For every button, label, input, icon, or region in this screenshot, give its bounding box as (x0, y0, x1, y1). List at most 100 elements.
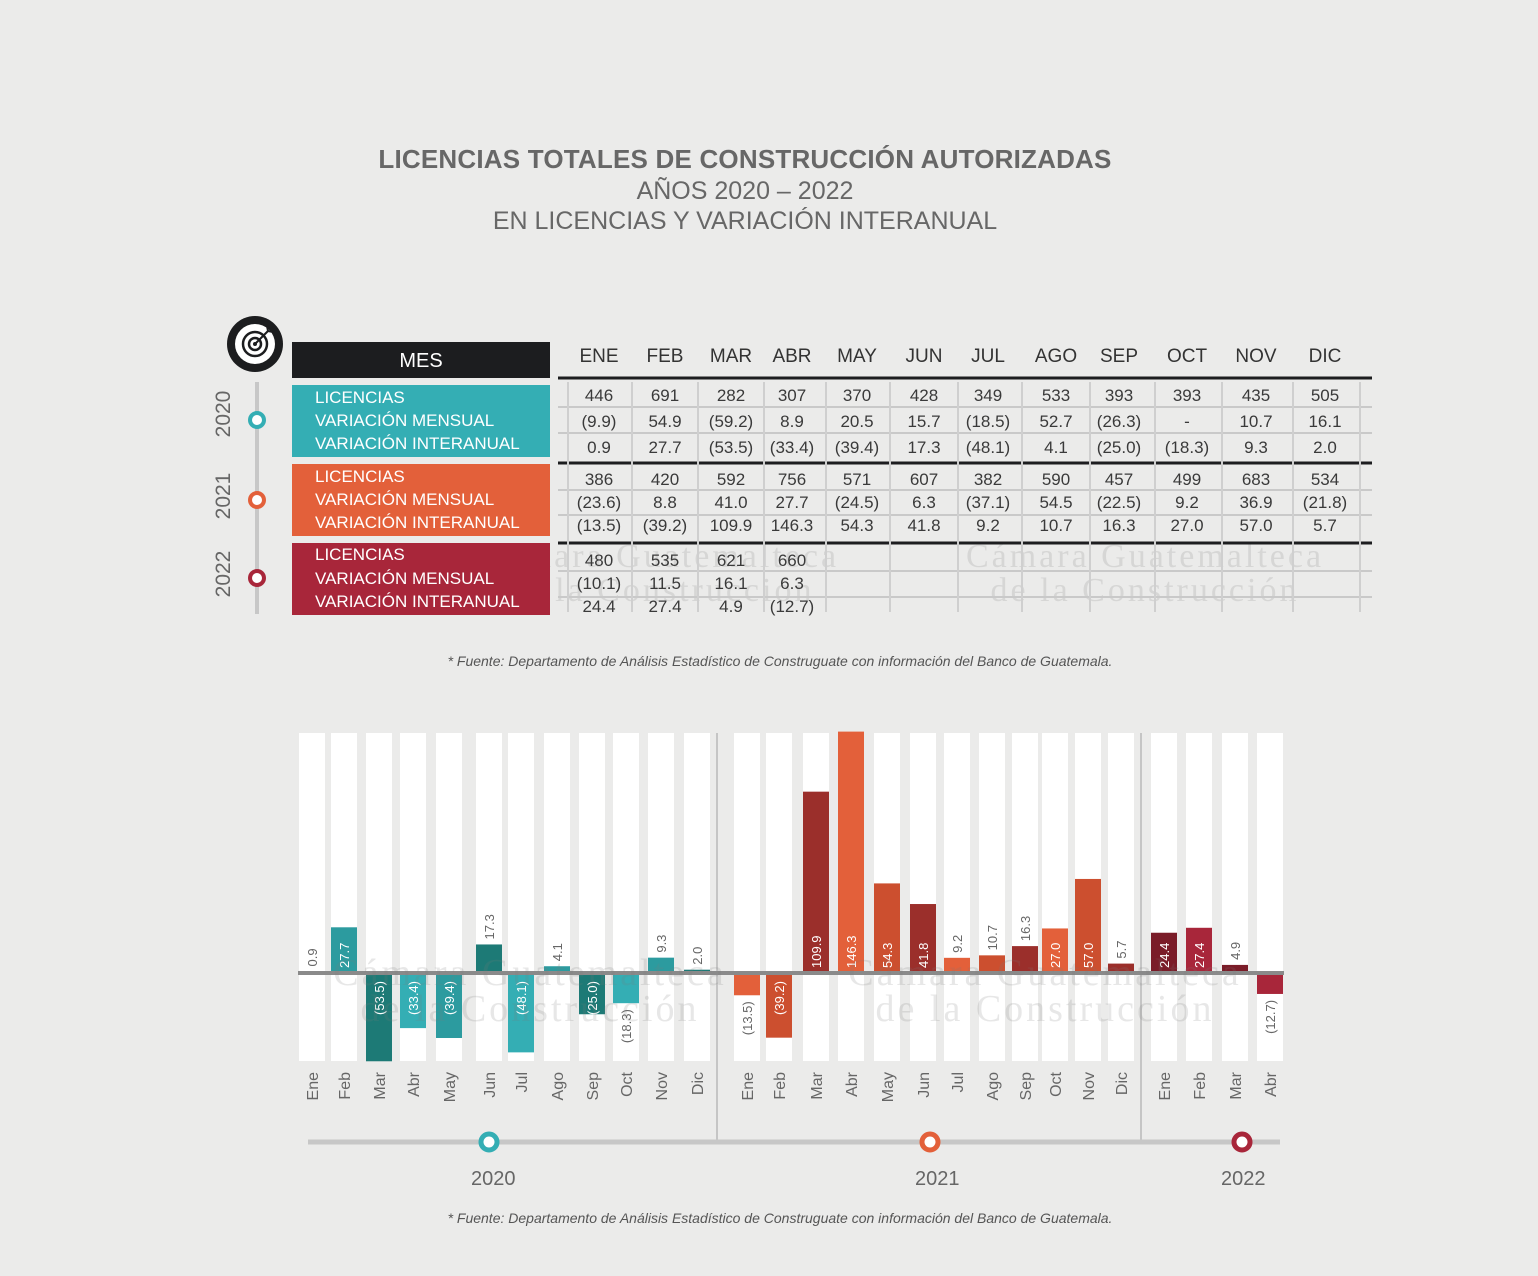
bar-background (544, 733, 570, 1061)
table-cell: 428 (909, 386, 939, 405)
bar-value-label: 4.1 (550, 943, 565, 961)
table-cell: 11.5 (649, 574, 681, 593)
bar-2021-abr (838, 731, 864, 973)
table-cell: (12.7) (769, 597, 815, 616)
bar-value-label: 17.3 (482, 914, 497, 939)
table-cell: 8.9 (780, 412, 804, 431)
table-cell: 480 (584, 551, 614, 570)
bar-background (734, 733, 760, 1061)
bar-2020-jun (476, 944, 502, 973)
chart-subtitle-years: AÑOS 2020 – 2022 (636, 177, 854, 205)
bar-2020-feb (331, 927, 357, 973)
bar-background (944, 733, 970, 1061)
table-cell: 9.2 (976, 516, 1000, 535)
month-header-mar: MAR (709, 346, 753, 367)
x-tick-label: Feb (337, 1072, 354, 1100)
bar-2020-oct (613, 973, 639, 1004)
x-tick-label: May (442, 1072, 459, 1102)
bar-value-label: 0.9 (305, 948, 320, 966)
chart-year-2021: 2021 (915, 1168, 960, 1190)
bar-value-label: 16.3 (1018, 916, 1033, 941)
timeline-year-marker (1231, 1131, 1253, 1153)
table-cell: 4.1 (1044, 438, 1068, 457)
watermark-chart-right: Cámara Guatemalteca de la Construcción (805, 952, 1285, 1028)
table-cell: (24.5) (834, 493, 880, 512)
month-header-ene: ENE (579, 346, 619, 367)
table-cell: 2.0 (1313, 438, 1337, 457)
bar-value-label: 27.0 (1048, 943, 1063, 968)
source-note-chart: * Fuente: Departamento de Análisis Estad… (447, 1210, 1113, 1226)
table-cell: 691 (650, 386, 680, 405)
label-box-2020: LICENCIAS VARIACIÓN MENSUAL VARIACIÓN IN… (292, 385, 550, 457)
table-cell: 27.0 (1170, 516, 1204, 535)
table-cell: 756 (777, 470, 807, 489)
bar-value-label: (12.7) (1263, 1000, 1278, 1034)
table-cell: 0.9 (587, 438, 611, 457)
x-tick-label: Sep (585, 1072, 602, 1101)
bar-background (613, 733, 639, 1061)
bar-value-label: 57.0 (1081, 943, 1096, 968)
table-timeline (248, 382, 266, 614)
table-cell: 17.3 (907, 438, 941, 457)
table-cell: 435 (1241, 386, 1271, 405)
table-cell: (18.3) (1164, 438, 1210, 457)
bar-background (1222, 733, 1248, 1061)
table-cell: 57.0 (1239, 516, 1273, 535)
table-cell: 10.7 (1239, 412, 1273, 431)
table-cell: (13.5) (576, 516, 622, 535)
bar-2021-sep (1012, 946, 1038, 973)
bar-value-label: (48.1) (514, 981, 529, 1015)
bar-2021-dic (1108, 963, 1134, 973)
table-cell: 54.9 (648, 412, 682, 431)
month-header-jul: JUL (971, 346, 1005, 367)
watermark-line2: de la Construcción (505, 572, 815, 609)
table-cell: (48.1) (965, 438, 1011, 457)
x-tick-label: Jun (482, 1072, 499, 1098)
table-cell: (23.6) (576, 493, 622, 512)
table-cell: 6.3 (912, 493, 936, 512)
bar-value-label: (18.3) (619, 1009, 634, 1043)
x-tick-label: Ene (740, 1072, 757, 1101)
chart-year-2022: 2022 (1221, 1168, 1266, 1190)
table-cell: 16.1 (1308, 412, 1342, 431)
x-tick-label: Sep (1018, 1072, 1035, 1101)
month-header-may: MAY (837, 346, 877, 367)
table-cell: 534 (1310, 470, 1340, 489)
bar-2020-ago (544, 966, 570, 973)
watermark-line1: Cámara Guatemalteca (848, 952, 1242, 994)
bar-value-label: 54.3 (880, 943, 895, 968)
watermark-chart-left: Cámara Guatemalteca de la Construcción (290, 952, 770, 1028)
month-header-sep: SEP (1099, 346, 1139, 367)
table-cell: 349 (973, 386, 1003, 405)
bar-background (299, 733, 325, 1061)
table-cell: 499 (1172, 470, 1202, 489)
table-cell: 16.3 (1102, 516, 1136, 535)
table-cell: 386 (584, 470, 614, 489)
bar-2020-may (436, 973, 462, 1039)
table-cell: 9.3 (1244, 438, 1268, 457)
target-icon (227, 316, 283, 372)
watermark-line1: Cámara Guatemalteca (333, 952, 727, 994)
bar-background (1108, 733, 1134, 1061)
table-cell: 8.8 (653, 493, 677, 512)
row-label-variacion-mensual: VARIACIÓN MENSUAL (315, 490, 495, 509)
x-tick-label: Oct (619, 1071, 636, 1096)
title-block: LICENCIAS TOTALES DE CONSTRUCCIÓN AUTORI… (0, 142, 1490, 236)
bar-value-label: 146.3 (844, 935, 859, 968)
table-cell: 382 (973, 470, 1003, 489)
table-cell: 41.0 (714, 493, 748, 512)
x-tick-label: Abr (1263, 1071, 1280, 1097)
bar-background (979, 733, 1005, 1061)
table-cell: 370 (842, 386, 872, 405)
bar-value-label: (39.2) (772, 981, 787, 1015)
row-label-variacion-interanual: VARIACIÓN INTERANUAL (315, 434, 520, 453)
table-cell: 16.1 (714, 574, 748, 593)
row-label-variacion-interanual: VARIACIÓN INTERANUAL (315, 513, 520, 532)
month-header-jun: JUN (905, 346, 943, 367)
bar-2021-oct (1042, 928, 1068, 973)
bar-2020-nov (648, 957, 674, 973)
row-label-variacion-mensual: VARIACIÓN MENSUAL (315, 411, 495, 430)
chart-subtitle-units: EN LICENCIAS Y VARIACIÓN INTERANUAL (492, 207, 998, 235)
table-cell: (33.4) (769, 438, 815, 457)
bar-2021-jul (944, 957, 970, 973)
